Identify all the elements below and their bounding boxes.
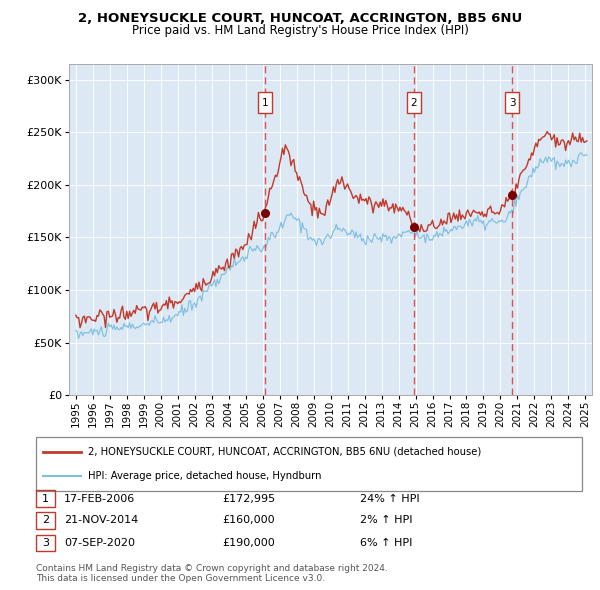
Text: £160,000: £160,000 <box>222 516 275 525</box>
Text: 1: 1 <box>42 494 49 503</box>
Text: Contains HM Land Registry data © Crown copyright and database right 2024.
This d: Contains HM Land Registry data © Crown c… <box>36 563 388 583</box>
Text: 2, HONEYSUCKLE COURT, HUNCOAT, ACCRINGTON, BB5 6NU: 2, HONEYSUCKLE COURT, HUNCOAT, ACCRINGTO… <box>78 12 522 25</box>
Text: 3: 3 <box>509 98 515 107</box>
Text: 2: 2 <box>42 516 49 525</box>
Text: 2% ↑ HPI: 2% ↑ HPI <box>360 516 413 525</box>
Text: £172,995: £172,995 <box>222 494 275 503</box>
FancyBboxPatch shape <box>257 92 272 113</box>
Text: Price paid vs. HM Land Registry's House Price Index (HPI): Price paid vs. HM Land Registry's House … <box>131 24 469 37</box>
FancyBboxPatch shape <box>505 92 520 113</box>
Text: 2, HONEYSUCKLE COURT, HUNCOAT, ACCRINGTON, BB5 6NU (detached house): 2, HONEYSUCKLE COURT, HUNCOAT, ACCRINGTO… <box>88 447 481 457</box>
FancyBboxPatch shape <box>407 92 421 113</box>
Text: 21-NOV-2014: 21-NOV-2014 <box>64 516 139 525</box>
Text: 17-FEB-2006: 17-FEB-2006 <box>64 494 136 503</box>
Text: HPI: Average price, detached house, Hyndburn: HPI: Average price, detached house, Hynd… <box>88 471 322 481</box>
Text: 1: 1 <box>262 98 268 107</box>
Text: 07-SEP-2020: 07-SEP-2020 <box>64 538 135 548</box>
Text: £190,000: £190,000 <box>222 538 275 548</box>
Text: 3: 3 <box>42 538 49 548</box>
Text: 24% ↑ HPI: 24% ↑ HPI <box>360 494 419 503</box>
Text: 6% ↑ HPI: 6% ↑ HPI <box>360 538 412 548</box>
Text: 2: 2 <box>410 98 417 107</box>
